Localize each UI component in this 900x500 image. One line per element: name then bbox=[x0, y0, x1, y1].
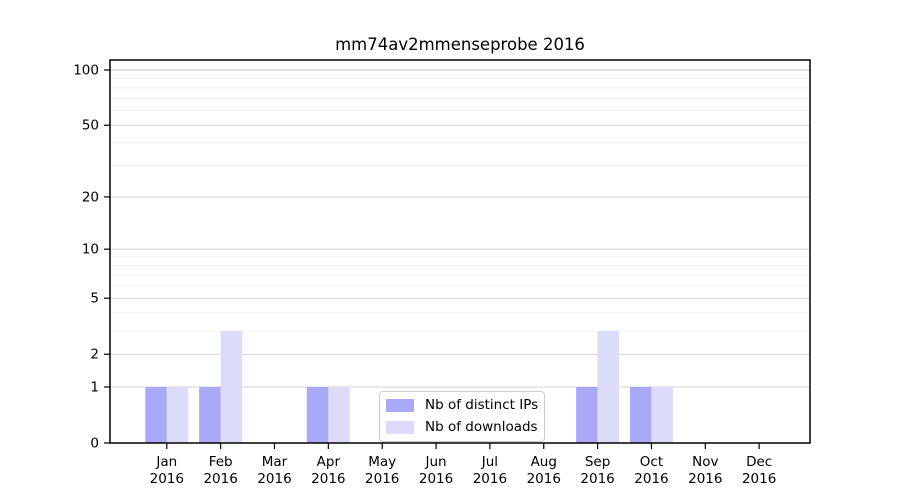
y-tick-label: 2 bbox=[90, 347, 99, 363]
y-tick-label: 20 bbox=[82, 189, 99, 205]
legend-swatch-downloads bbox=[386, 420, 414, 434]
chart-title: mm74av2mmenseprobe 2016 bbox=[335, 35, 585, 54]
legend: Nb of distinct IPs Nb of downloads bbox=[379, 391, 545, 442]
bar-downloads-jan bbox=[166, 386, 189, 443]
x-tick-label-month: Apr bbox=[317, 454, 341, 470]
x-tick-label-month: Mar bbox=[262, 454, 288, 470]
bar-downloads-sep bbox=[597, 330, 620, 443]
x-tick-label-year: 2016 bbox=[365, 471, 399, 487]
bar-distinct-ips-apr bbox=[306, 386, 329, 443]
x-tick-label-year: 2016 bbox=[257, 471, 291, 487]
x-tick-label-month: Dec bbox=[746, 454, 772, 470]
x-tick-label-year: 2016 bbox=[688, 471, 722, 487]
y-tick-label: 5 bbox=[90, 291, 99, 307]
bar-distinct-ips-feb bbox=[199, 386, 221, 443]
legend-item-downloads: Nb of downloads bbox=[386, 419, 538, 435]
x-tick-label-month: Oct bbox=[640, 454, 663, 470]
x-tick-label-year: 2016 bbox=[473, 471, 507, 487]
x-tick-label-year: 2016 bbox=[580, 471, 614, 487]
bar-downloads-oct bbox=[651, 386, 673, 443]
legend-item-distinct-ips: Nb of distinct IPs bbox=[386, 397, 539, 413]
x-tick-label-month: Jul bbox=[481, 454, 498, 470]
x-tick-label-year: 2016 bbox=[203, 471, 237, 487]
legend-label-downloads: Nb of downloads bbox=[425, 419, 538, 435]
plot-frame bbox=[109, 59, 811, 444]
x-tick-label-month: Nov bbox=[692, 454, 718, 470]
x-tick-label-year: 2016 bbox=[634, 471, 668, 487]
legend-swatch-distinct-ips bbox=[386, 398, 414, 412]
bar-downloads-feb bbox=[220, 330, 243, 443]
legend-label-distinct-ips: Nb of distinct IPs bbox=[425, 397, 539, 413]
x-tick-label-month: Sep bbox=[585, 454, 610, 470]
y-tick-label: 1 bbox=[90, 379, 99, 395]
x-tick-label-year: 2016 bbox=[419, 471, 453, 487]
bar-downloads-apr bbox=[328, 386, 350, 443]
bar-distinct-ips-oct bbox=[629, 386, 652, 443]
x-tick-label-year: 2016 bbox=[527, 471, 561, 487]
x-tick-label-month: Aug bbox=[531, 454, 557, 470]
x-tick-label-year: 2016 bbox=[742, 471, 776, 487]
bar-distinct-ips-jan bbox=[145, 386, 167, 443]
y-tick-label: 10 bbox=[82, 242, 99, 258]
x-tick-label-month: May bbox=[368, 454, 396, 470]
x-tick-label-year: 2016 bbox=[150, 471, 184, 487]
x-tick-label-month: Jun bbox=[425, 454, 447, 470]
x-tick-label-year: 2016 bbox=[311, 471, 345, 487]
bar-distinct-ips-sep bbox=[576, 386, 598, 443]
x-tick-label-month: Feb bbox=[209, 454, 233, 470]
y-tick-label: 50 bbox=[82, 118, 99, 134]
y-tick-label: 100 bbox=[73, 63, 99, 79]
x-tick-label-month: Jan bbox=[155, 454, 177, 470]
y-tick-label: 0 bbox=[90, 436, 99, 452]
